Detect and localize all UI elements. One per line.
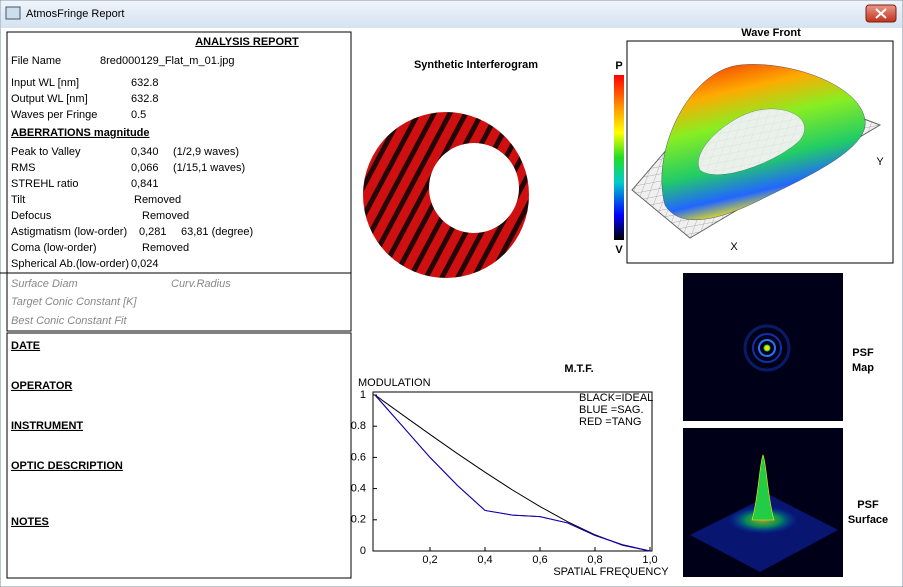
field-label: Input WL [nm] xyxy=(11,77,79,89)
y-tick-label: 1 xyxy=(360,389,366,401)
surface-field: Curv.Radius xyxy=(171,278,231,290)
field-label: STREHL ratio xyxy=(11,178,78,190)
close-icon xyxy=(875,8,887,19)
mtf-chart xyxy=(372,391,653,552)
app-icon xyxy=(5,6,21,20)
x-tick-label: 0,6 xyxy=(532,554,547,566)
notes-heading: INSTRUMENT xyxy=(11,420,83,432)
y-tick-label: 0 xyxy=(360,545,366,557)
psf-map-label: PSF xyxy=(852,347,874,359)
axis-y-label: Y xyxy=(876,156,884,168)
field-value: 0,841 xyxy=(131,178,159,190)
legend-entry: BLACK=IDEAL xyxy=(579,392,653,404)
psf-surface-label: Surface xyxy=(848,514,888,526)
y-tick-label: 0.8 xyxy=(351,420,366,432)
field-label: Spherical Ab.(low-order) xyxy=(11,258,129,270)
report-box xyxy=(6,31,352,332)
plot-frame xyxy=(372,391,653,552)
field-value: 8red000129_Flat_m_01.jpg xyxy=(100,55,235,67)
wavefront-title: Wave Front xyxy=(741,27,801,39)
field-value: 0,340 xyxy=(131,146,159,158)
surface-field: Surface Diam xyxy=(11,278,78,290)
x-tick-label: 1,0 xyxy=(642,554,657,566)
report-title: ANALYSIS REPORT xyxy=(195,36,299,48)
notes-heading: DATE xyxy=(11,340,40,352)
section-heading: ABERRATIONS magnitude xyxy=(11,127,150,139)
field-value: 632.8 xyxy=(131,93,159,105)
y-tick-label: 0.2 xyxy=(351,514,366,526)
interferogram-title: Synthetic Interferogram xyxy=(414,59,538,71)
scale-bottom-label: V xyxy=(615,244,623,256)
psf-rings xyxy=(743,324,791,372)
field-value: 0,024 xyxy=(131,258,159,270)
field-label: Coma (low-order) xyxy=(11,242,97,254)
psf-map xyxy=(683,273,843,421)
psf-spike xyxy=(690,454,838,572)
field-label: Defocus xyxy=(11,210,52,222)
field-value: Removed xyxy=(142,242,189,254)
x-axis-label: SPATIAL FREQUENCY xyxy=(553,566,669,578)
x-tick-label: 0,4 xyxy=(477,554,492,566)
notes-heading: OPERATOR xyxy=(11,380,72,392)
field-value: 0,066 xyxy=(131,162,159,174)
color-scale xyxy=(614,75,624,240)
field-label: Peak to Valley xyxy=(11,146,81,158)
y-tick-label: 0.6 xyxy=(351,451,366,463)
y-axis-label: MODULATION xyxy=(358,377,431,389)
notes-heading: NOTES xyxy=(11,516,49,528)
field-label: RMS xyxy=(11,162,35,174)
field-value: 0,281 xyxy=(139,226,167,238)
field-value: 0.5 xyxy=(131,109,146,121)
chart-title: M.T.F. xyxy=(564,363,593,375)
mtf-line xyxy=(374,394,651,552)
surface-field: Best Conic Constant Fit xyxy=(11,315,127,327)
y-tick-label: 0.4 xyxy=(351,483,366,495)
wavefront-surface xyxy=(631,64,882,239)
legend-entry: RED =TANG xyxy=(579,416,641,428)
notes-heading: OPTIC DESCRIPTION xyxy=(11,460,123,472)
scale-top-label: P xyxy=(615,60,622,72)
surface-field: Target Conic Constant [K] xyxy=(11,296,137,308)
field-label: Astigmatism (low-order) xyxy=(11,226,127,238)
field-label: Tilt xyxy=(11,194,25,206)
field-label: File Name xyxy=(11,55,61,67)
x-tick-label: 0,2 xyxy=(422,554,437,566)
field-value: Removed xyxy=(134,194,181,206)
legend-entry: BLUE =SAG. xyxy=(579,404,644,416)
field-value: 632.8 xyxy=(131,77,159,89)
title-bar xyxy=(1,1,902,28)
x-tick-label: 0,8 xyxy=(587,554,602,566)
notes-box xyxy=(6,332,352,579)
field-note: (1/15,1 waves) xyxy=(173,162,245,174)
psf-surface-label: PSF xyxy=(857,499,879,511)
field-note: (1/2,9 waves) xyxy=(173,146,239,158)
interferogram xyxy=(363,112,529,278)
field-label: Waves per Fringe xyxy=(11,109,97,121)
field-value: Removed xyxy=(142,210,189,222)
psf-map-label: Map xyxy=(852,362,874,374)
field-label: Output WL [nm] xyxy=(11,93,88,105)
axis-x-label: X xyxy=(730,241,738,253)
window-title: AtmosFringe Report xyxy=(26,8,124,20)
field-note: 63,81 (degree) xyxy=(181,226,253,238)
